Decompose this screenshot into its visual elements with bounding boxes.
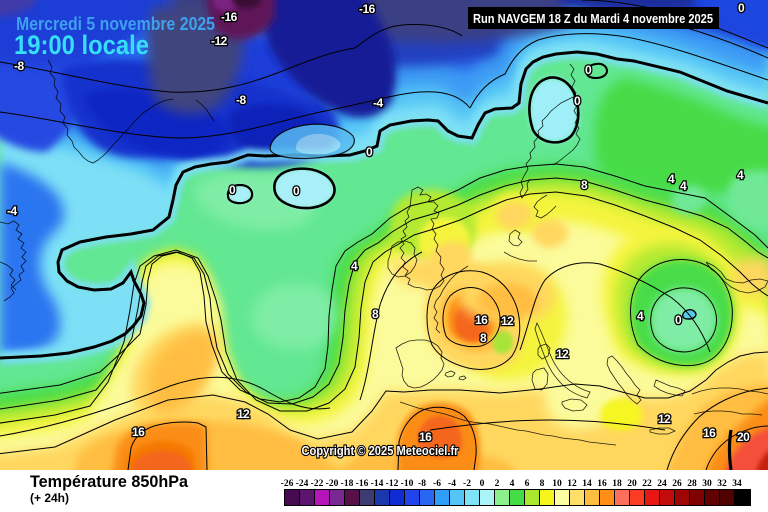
svg-text:16: 16 (703, 426, 716, 440)
svg-text:10: 10 (552, 479, 562, 489)
svg-text:-26: -26 (281, 479, 294, 489)
svg-text:19:00 locale: 19:00 locale (14, 30, 149, 60)
svg-text:-16: -16 (221, 10, 238, 24)
svg-text:6: 6 (525, 479, 530, 489)
svg-text:20: 20 (737, 430, 750, 444)
svg-text:30: 30 (702, 479, 712, 489)
svg-text:0: 0 (480, 479, 485, 489)
svg-text:12: 12 (567, 479, 577, 489)
svg-text:12: 12 (658, 412, 671, 426)
svg-text:0: 0 (675, 313, 682, 327)
svg-text:8: 8 (372, 307, 379, 321)
svg-text:4: 4 (510, 479, 515, 489)
svg-text:-4: -4 (7, 204, 17, 218)
svg-text:0: 0 (738, 1, 745, 15)
svg-text:8: 8 (480, 331, 487, 345)
svg-text:(+ 24h): (+ 24h) (30, 491, 69, 505)
svg-text:4: 4 (351, 259, 358, 273)
svg-text:18: 18 (612, 479, 622, 489)
svg-text:32: 32 (717, 479, 727, 489)
svg-text:14: 14 (582, 479, 592, 489)
svg-text:-20: -20 (326, 479, 339, 489)
svg-text:-2: -2 (463, 479, 471, 489)
svg-text:16: 16 (132, 425, 145, 439)
svg-text:-6: -6 (433, 479, 441, 489)
svg-text:28: 28 (687, 479, 697, 489)
svg-text:16: 16 (475, 313, 488, 327)
svg-text:0: 0 (229, 183, 236, 197)
svg-text:34: 34 (732, 479, 742, 489)
svg-text:12: 12 (501, 314, 514, 328)
svg-text:-14: -14 (371, 479, 384, 489)
svg-text:8: 8 (540, 479, 545, 489)
svg-text:-4: -4 (448, 479, 456, 489)
svg-text:16: 16 (597, 479, 607, 489)
svg-text:-10: -10 (401, 479, 414, 489)
svg-text:0: 0 (293, 184, 300, 198)
svg-text:8: 8 (581, 178, 588, 192)
svg-text:26: 26 (672, 479, 682, 489)
svg-text:-8: -8 (418, 479, 426, 489)
svg-text:0: 0 (585, 63, 592, 77)
svg-text:-12: -12 (211, 34, 228, 48)
svg-text:-18: -18 (341, 479, 354, 489)
svg-text:Température 850hPa: Température 850hPa (30, 473, 189, 491)
svg-text:0: 0 (574, 94, 581, 108)
svg-text:4: 4 (637, 309, 644, 323)
svg-text:-8: -8 (236, 93, 246, 107)
svg-text:24: 24 (657, 479, 667, 489)
svg-text:-12: -12 (386, 479, 399, 489)
svg-text:4: 4 (680, 179, 687, 193)
svg-text:2: 2 (495, 479, 500, 489)
svg-text:-4: -4 (373, 96, 383, 110)
svg-text:-16: -16 (359, 2, 376, 16)
svg-text:4: 4 (737, 168, 744, 182)
svg-text:-8: -8 (14, 59, 24, 73)
svg-text:4: 4 (668, 172, 675, 186)
svg-text:-22: -22 (311, 479, 324, 489)
svg-text:22: 22 (642, 479, 652, 489)
svg-text:0: 0 (366, 145, 373, 159)
svg-text:12: 12 (556, 347, 569, 361)
svg-text:16: 16 (419, 430, 432, 444)
svg-text:12: 12 (237, 407, 250, 421)
svg-text:20: 20 (627, 479, 637, 489)
svg-text:-24: -24 (296, 479, 309, 489)
svg-text:Run NAVGEM 18 Z du Mardi 4 nov: Run NAVGEM 18 Z du Mardi 4 novembre 2025 (473, 11, 713, 26)
svg-text:-16: -16 (356, 479, 369, 489)
svg-text:Mercredi 5 novembre 2025: Mercredi 5 novembre 2025 (16, 13, 215, 34)
svg-text:Copyright © 2025 Meteociel.fr: Copyright © 2025 Meteociel.fr (302, 444, 459, 458)
